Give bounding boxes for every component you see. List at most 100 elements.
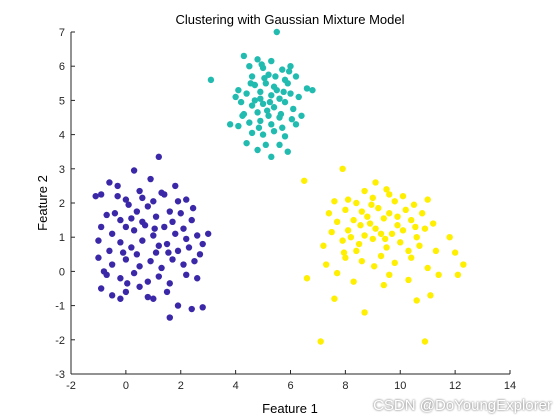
data-point xyxy=(161,223,168,231)
data-point xyxy=(361,309,368,316)
data-point xyxy=(122,288,130,296)
data-point xyxy=(139,237,146,244)
data-point xyxy=(114,192,121,200)
data-point xyxy=(263,107,271,114)
data-point xyxy=(350,278,357,285)
data-point xyxy=(155,153,162,161)
data-point xyxy=(287,62,294,70)
data-point xyxy=(268,153,275,161)
data-point xyxy=(451,249,459,256)
data-point xyxy=(380,215,387,222)
data-point xyxy=(133,251,141,258)
data-point xyxy=(369,194,377,202)
data-point xyxy=(165,249,172,256)
y-tick-label: 4 xyxy=(59,130,65,142)
data-point xyxy=(95,254,102,261)
data-point xyxy=(136,283,143,290)
data-point xyxy=(331,198,338,205)
y-tick-label: 2 xyxy=(59,198,65,210)
data-point xyxy=(180,261,187,268)
data-point xyxy=(413,234,420,241)
y-tick-label: 0 xyxy=(59,266,65,278)
data-point xyxy=(106,179,113,186)
x-tick-label: 4 xyxy=(233,380,239,392)
data-point xyxy=(177,210,184,217)
data-point xyxy=(380,281,387,289)
data-point xyxy=(180,225,187,232)
data-point xyxy=(432,247,440,255)
data-point xyxy=(421,338,429,345)
y-tick-label: 1 xyxy=(59,232,65,244)
x-ticks: -2 0 2 4 6 8 10 12 14 xyxy=(66,370,516,392)
data-point xyxy=(117,239,124,246)
data-point xyxy=(226,121,234,128)
data-point xyxy=(130,227,138,234)
data-point xyxy=(333,218,341,226)
data-point xyxy=(108,230,116,237)
data-point xyxy=(199,240,206,248)
x-tick-label: 8 xyxy=(342,380,348,392)
data-point xyxy=(372,179,379,186)
data-point xyxy=(152,249,160,256)
data-point xyxy=(243,90,250,97)
data-point xyxy=(103,211,110,219)
data-point xyxy=(163,240,171,248)
y-tick-label: 5 xyxy=(59,95,65,107)
data-point xyxy=(246,62,253,70)
data-point xyxy=(97,285,105,292)
data-point xyxy=(166,280,173,287)
data-point xyxy=(108,292,116,299)
data-point xyxy=(207,76,215,84)
data-point xyxy=(273,28,280,36)
data-point xyxy=(419,210,426,217)
data-point xyxy=(357,222,364,229)
data-point xyxy=(130,167,138,174)
data-point xyxy=(344,196,352,203)
data-point xyxy=(185,244,193,251)
y-tick-label: -2 xyxy=(55,335,65,347)
data-point xyxy=(369,235,377,243)
data-point xyxy=(122,223,130,231)
y-tick-label: 7 xyxy=(59,27,65,39)
data-point xyxy=(204,230,212,237)
data-point xyxy=(317,338,324,345)
data-point xyxy=(100,268,108,275)
data-point xyxy=(257,95,264,102)
data-point xyxy=(358,208,366,215)
data-point xyxy=(174,247,182,255)
data-point xyxy=(284,80,291,87)
data-point xyxy=(133,208,141,215)
data-point xyxy=(125,201,132,208)
data-point xyxy=(243,139,250,147)
x-tick-label: 12 xyxy=(449,380,461,392)
data-point xyxy=(460,261,467,268)
data-point xyxy=(128,215,135,222)
y-tick-label: 6 xyxy=(59,61,65,73)
data-point xyxy=(150,232,157,239)
data-point xyxy=(259,131,267,138)
data-point xyxy=(285,68,293,75)
data-point xyxy=(196,251,204,258)
data-point xyxy=(144,203,152,210)
data-point xyxy=(361,232,368,239)
data-point xyxy=(454,271,462,279)
x-tick-label: 14 xyxy=(504,380,516,392)
data-point xyxy=(254,109,261,116)
data-point xyxy=(368,201,375,208)
data-point xyxy=(169,256,176,263)
data-point xyxy=(144,278,152,285)
data-point xyxy=(276,141,283,149)
data-point xyxy=(405,247,412,255)
data-point xyxy=(279,66,286,73)
data-point xyxy=(399,192,407,200)
data-point xyxy=(370,263,378,270)
x-tick-label: 10 xyxy=(394,380,406,392)
data-point xyxy=(97,191,105,198)
data-point xyxy=(427,292,434,299)
data-point xyxy=(279,124,286,131)
y-ticks: -3 -2 -1 0 1 2 3 4 5 6 7 xyxy=(55,27,75,381)
data-point xyxy=(397,239,404,246)
data-point xyxy=(139,194,146,202)
data-point xyxy=(152,213,160,220)
data-point xyxy=(410,201,418,208)
